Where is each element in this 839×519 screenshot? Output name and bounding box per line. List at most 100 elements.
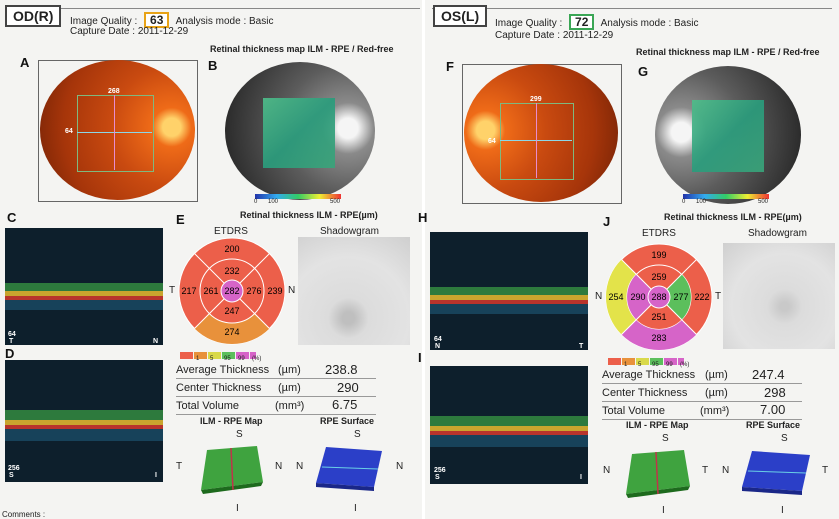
analysis-mode-right: Analysis mode : Basic — [600, 18, 699, 29]
rpe-axis-n-left: N — [296, 461, 304, 472]
etdrs-center-left: 282 — [224, 286, 239, 296]
center-value-left: 290 — [337, 380, 359, 395]
ilm-axis-n-left: N — [275, 461, 283, 472]
vol-label-right: Total Volume — [602, 405, 665, 417]
panel-label-g: G — [638, 64, 649, 79]
legend-tick-99-left: 99 — [238, 356, 245, 362]
rule-1-left — [176, 378, 376, 379]
etdrs-side-right-left: N — [288, 285, 296, 296]
ilm-axis-i-right: I — [662, 505, 665, 516]
capture-date-left: Capture Date : 2011-12-29 — [70, 26, 189, 37]
comments-label: Comments : — [2, 510, 46, 519]
oct-scan-horizontal-right — [430, 232, 588, 350]
etdrs-outer-top-right: 199 — [651, 250, 666, 260]
etdrs-inner-bottom-left: 247 — [224, 306, 239, 316]
fundus-photo-left — [40, 60, 195, 200]
oct2-letter-a-right: S — [435, 474, 440, 481]
oct1-letter-a-right: N — [435, 343, 441, 350]
panel-divider — [422, 0, 425, 519]
map-scale-mid-right: 100 — [696, 199, 707, 205]
vol-label-left: Total Volume — [176, 400, 239, 412]
rule-1-right — [602, 383, 802, 384]
center-label-left: Center Thickness — [176, 382, 262, 394]
center-value-right: 298 — [764, 385, 786, 400]
rpe-axis-s-right: S — [781, 433, 788, 444]
thickness-overlay-left — [263, 98, 335, 168]
quality-badge-left: 63 — [144, 12, 170, 28]
avg-unit-left: (µm) — [278, 364, 301, 376]
panel-label-i: I — [418, 350, 422, 365]
etdrs-outer-right-right: 222 — [694, 292, 709, 302]
vol-value-left: 6.75 — [332, 397, 358, 412]
ilm-map-title-right: ILM - RPE Map — [626, 420, 689, 430]
ilm-axis-i-left: I — [236, 503, 239, 514]
etdrs-inner-top-right: 259 — [651, 272, 666, 282]
fundus-value-left-right: 64 — [488, 138, 496, 145]
rule-3-left — [176, 414, 376, 415]
fundus-value-left-left: 64 — [65, 128, 73, 135]
panel-label-a: A — [20, 55, 30, 70]
rpe-axis-t-right: T — [822, 465, 829, 476]
analysis-mode-left: Analysis mode : Basic — [175, 16, 274, 27]
etdrs-chart-right: 288 259 290 277 251 199 254 222 283 — [605, 243, 713, 351]
rpe-axis-n-right: N — [722, 465, 730, 476]
avg-value-left: 238.8 — [325, 362, 358, 377]
avg-label-right: Average Thickness — [602, 369, 696, 381]
avg-value-right: 247.4 — [752, 367, 785, 382]
rpe-axis-i-left: I — [354, 503, 357, 514]
etdrs-inner-top-left: 232 — [224, 266, 239, 276]
rpe-3d-surface-right — [742, 451, 810, 495]
etdrs-outer-right-left: 239 — [267, 286, 282, 296]
rule-2-right — [602, 401, 802, 402]
rpe-axis-t-left: N — [396, 461, 404, 472]
scan-line-vertical-right — [536, 103, 537, 178]
rpe-surface-title-right: RPE Surface — [746, 420, 801, 430]
percentile-legend-left — [180, 346, 257, 364]
etdrs-inner-left-right: 290 — [630, 292, 645, 302]
legend-tick-5-left: 5 — [210, 356, 214, 362]
oct1-letter-a-left: T — [9, 338, 14, 345]
thickness-overlay-right — [692, 100, 764, 172]
avg-unit-right: (µm) — [705, 369, 728, 381]
oct-scan-vertical-right — [430, 366, 588, 484]
legend-tick-99-right: 99 — [666, 362, 673, 368]
oct-scan-horizontal-left — [5, 228, 163, 345]
center-unit-right: (µm) — [705, 387, 728, 399]
panel-label-j: J — [603, 214, 611, 229]
panel-label-d: D — [5, 346, 15, 361]
oct2-mark-left: 256 — [8, 465, 20, 472]
eye-tag-od: OD(R) — [5, 5, 62, 27]
etdrs-label-left: ETDRS — [214, 226, 248, 237]
quality-line-left: Image Quality : 63 Analysis mode : Basic — [70, 12, 273, 28]
legend-tick-95-left: 95 — [224, 356, 231, 362]
legend-tick-pct-left: (%) — [252, 356, 262, 362]
panel-label-f: F — [446, 59, 454, 74]
etdrs-outer-left-left: 217 — [181, 286, 196, 296]
etdrs-title-left: Retinal thickness ILM - RPE(µm) — [240, 210, 378, 220]
panel-label-b: B — [208, 58, 218, 73]
legend-tick-1-right: 1 — [624, 362, 628, 368]
oct2-mark-right: 256 — [434, 467, 446, 474]
map-title-left: Retinal thickness map ILM - RPE / Red-fr… — [210, 44, 394, 54]
center-label-right: Center Thickness — [602, 387, 688, 399]
percentile-legend-right — [608, 352, 685, 370]
rule-2-left — [176, 396, 376, 397]
map-scale-mid-left: 100 — [268, 199, 279, 205]
panel-label-h: H — [418, 210, 428, 225]
fundus-value-top-right: 299 — [530, 96, 542, 103]
legend-tick-5-right: 5 — [638, 362, 642, 368]
legend-tick-1-left: 1 — [196, 356, 200, 362]
header-rule-right — [432, 8, 832, 9]
fundus-value-top-left: 268 — [108, 88, 120, 95]
ilm-axis-t-left: T — [176, 461, 183, 472]
map-scale-min-right: 0 — [682, 199, 686, 205]
quality-line-right: Image Quality : 72 Analysis mode : Basic — [495, 14, 698, 30]
vol-unit-left: (mm³) — [275, 400, 305, 412]
etdrs-outer-bottom-left: 274 — [224, 327, 239, 337]
oct1-mark-left: 64 — [8, 331, 16, 338]
scan-line-vertical-left — [114, 95, 115, 170]
etdrs-outer-top-left: 200 — [224, 244, 239, 254]
rpe-axis-i-right: I — [781, 505, 784, 516]
map-title-right: Retinal thickness map ILM - RPE / Red-fr… — [636, 47, 820, 57]
color-scale-left — [255, 194, 341, 199]
